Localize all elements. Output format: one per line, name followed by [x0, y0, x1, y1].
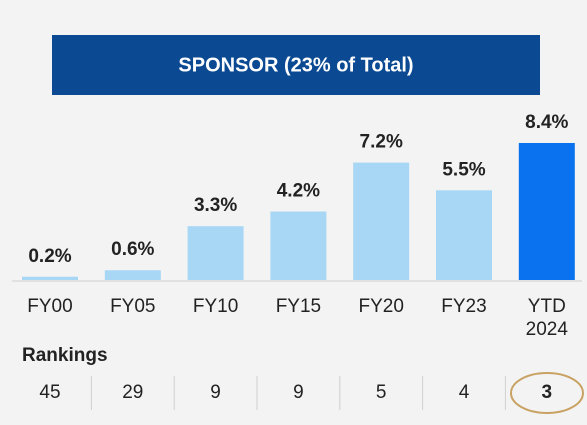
value-label: 0.2% [28, 246, 71, 267]
rankings-label: Rankings [22, 345, 108, 366]
value-label: 5.5% [442, 159, 485, 180]
bar [353, 162, 410, 280]
value-label: 3.3% [194, 195, 237, 216]
highlight-circle [510, 372, 584, 414]
x-tick-label: FY10 [193, 296, 238, 317]
x-tick-label: FY15 [276, 296, 321, 317]
value-label: 7.2% [360, 132, 403, 153]
ranking-value: 3 [542, 382, 553, 403]
x-tick-label-line: YTD [528, 296, 566, 317]
x-tick-label-line: 2024 [526, 319, 569, 340]
ranking-value: 9 [210, 382, 221, 403]
bar [436, 190, 492, 280]
value-label: 4.2% [277, 181, 320, 202]
ranking-value: 5 [376, 382, 387, 403]
bar [518, 143, 575, 280]
x-tick-label: FY20 [358, 296, 403, 317]
ranking-value: 4 [459, 382, 470, 403]
title-banner [52, 35, 540, 95]
bar [270, 211, 327, 280]
x-tick-label: FY05 [110, 296, 155, 317]
value-label: 8.4% [525, 112, 568, 133]
bar [104, 270, 161, 280]
bar [22, 276, 78, 280]
x-tick-label: YTD 2024 [526, 296, 569, 340]
x-tick-label: FY00 [27, 296, 72, 317]
x-tick-label: FY23 [441, 296, 486, 317]
value-label: 0.6% [111, 239, 154, 260]
ranking-value: 9 [293, 382, 304, 403]
ranking-value: 29 [122, 382, 143, 403]
bar [187, 226, 244, 280]
ranking-value: 45 [39, 382, 60, 403]
chart-title: SPONSOR (23% of Total) [178, 54, 413, 76]
